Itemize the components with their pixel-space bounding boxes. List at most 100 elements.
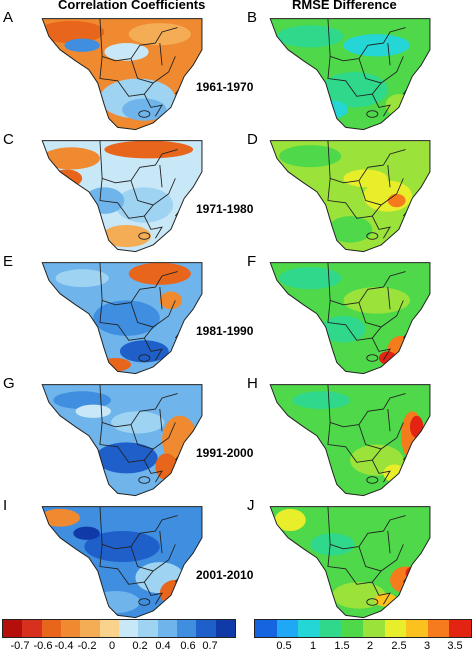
correlation-tick-label: -0.7 [10,640,30,652]
panel-label-b: B [247,9,258,26]
map-field-patch [55,269,109,288]
country-border [327,506,406,550]
coastline [269,262,431,375]
map-field-patch [128,23,191,46]
colorbar-swatch [319,620,342,637]
map-panel-i [41,506,203,619]
country-border [99,56,154,97]
map-field-patch [327,216,373,243]
country-border [99,384,178,428]
colorbar-swatch [157,620,177,637]
map-field-patch [316,100,348,119]
decade-label: 2001-2010 [196,568,254,582]
map-field-patch [119,340,169,363]
map-field-patch [279,267,342,290]
map-field-patch [111,411,165,434]
map-field-patch [42,508,80,527]
country-border [358,422,404,450]
lesotho-border [366,476,379,484]
rmse-tick-label: 3 [423,640,431,652]
map-panel-e [41,262,203,375]
country-border [358,178,404,206]
country-border [387,409,391,432]
lesotho-border [138,354,151,362]
coastline [269,140,431,253]
map-field-patch [102,224,151,248]
rmse-colorbar [254,619,472,638]
panel-label-f: F [247,253,257,270]
correlation-tick-label: -0.6 [33,640,53,652]
country-border [130,56,176,84]
coastline [41,18,203,131]
map-field-patch [292,391,351,410]
country-border [358,56,404,84]
map-field-patch [122,98,167,121]
correlation-tick-label: 0 [108,640,116,652]
panel-label-g: G [3,375,15,392]
rmse-tick-label: 3.5 [447,640,463,652]
panel-label-a: A [3,9,14,26]
coastline [269,384,431,497]
colorbar-swatch [298,620,320,637]
colorbar-swatch [138,620,158,637]
rmse-tick-label: 1 [309,640,317,652]
colorbar-swatch [196,620,216,637]
country-border [99,422,154,463]
country-border [159,409,163,432]
lesotho-border [366,110,379,118]
country-border [99,140,178,184]
map-field-patch [383,464,406,483]
map-panel-d [269,140,431,253]
country-border [159,165,163,188]
country-border [99,18,178,62]
map-field-patch [93,300,160,336]
country-border [130,300,176,328]
country-border [143,337,163,361]
country-border [327,18,406,62]
map-field-patch [104,140,194,159]
country-border [99,178,154,219]
map-field-patch [84,531,160,563]
rmse-tick-label: 1.5 [334,640,350,652]
colorbar-swatch [118,620,139,637]
coastline [41,384,203,497]
lesotho-border [138,110,151,118]
lesotho-border [138,232,151,240]
correlation-tick-label: -0.4 [54,640,74,652]
country-border [358,544,404,572]
country-border [387,531,391,554]
map-field-patch [64,38,100,52]
map-panel-a [41,18,203,131]
colorbar-swatch [427,620,450,637]
correlation-tick-label: 0.6 [180,640,196,652]
map-panel-j [269,506,431,619]
colorbar-swatch [341,620,363,637]
country-border [358,300,404,328]
colorbar-swatch [3,620,23,637]
correlation-tick-label: 0.7 [202,640,218,652]
map-field-patch [276,25,344,48]
coastline [269,18,431,131]
lesotho-border [138,598,151,606]
colorbar-swatch [255,620,277,637]
country-border [327,300,382,341]
country-border [159,531,163,554]
country-border [99,506,178,550]
decade-label: 1981-1990 [196,324,254,338]
country-border [371,459,391,483]
country-border [143,93,163,117]
map-field-patch [343,287,410,314]
coastline [269,506,431,619]
map-field-patch [84,187,125,214]
map-panel-b [269,18,431,131]
map-field-patch [75,404,112,418]
country-border [371,337,391,361]
colorbar-swatch [406,620,428,637]
map-field-patch [343,34,410,57]
colorbar-swatch [80,620,100,637]
map-field-patch [274,508,306,532]
map-field-patch [42,20,105,44]
country-border [130,422,176,450]
panel-label-j: J [247,497,255,514]
correlation-tick-label: 0.2 [132,640,148,652]
